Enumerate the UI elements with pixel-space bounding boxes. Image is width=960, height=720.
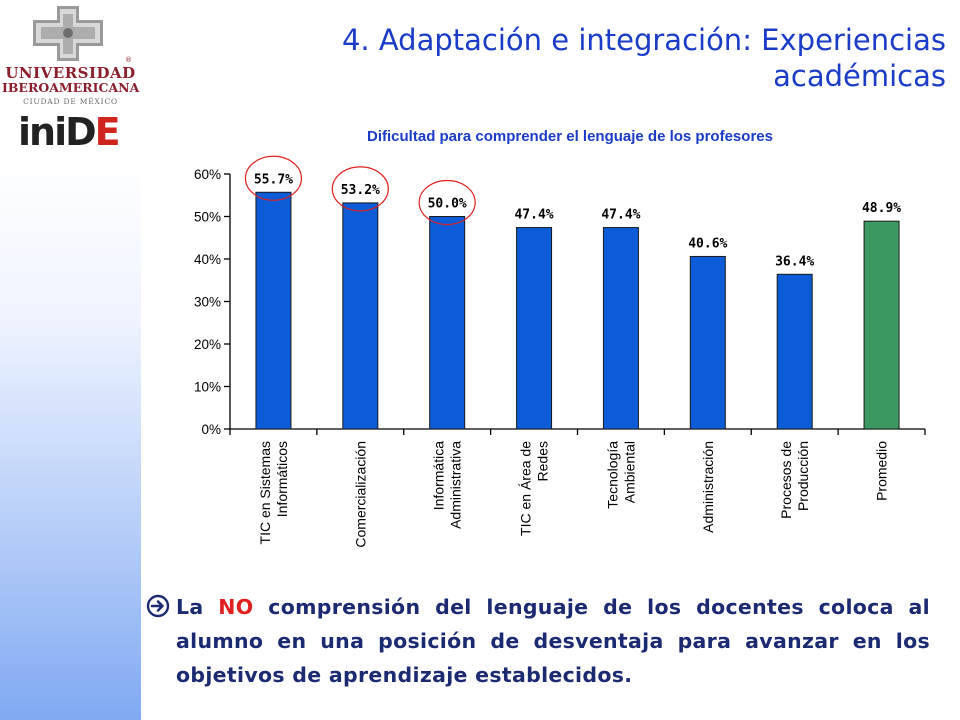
bar-chart: 0% 10% 20% 30% 40% 50% 60% 55.7% TIC en Sistemas… (194, 155, 926, 548)
data-label: 47.4% (514, 208, 553, 223)
y-tick-label: 0% (201, 422, 221, 437)
logo-part-ini: ini (18, 110, 67, 154)
x-tick-label-3: TIC en Área de Redes (518, 441, 551, 536)
y-tick-label: 30% (194, 295, 221, 310)
data-label: 53.2% (341, 183, 380, 198)
bullet-prefix: La (176, 595, 219, 619)
y-tick-label: 20% (194, 337, 221, 352)
bar-0 (255, 191, 292, 430)
y-tick-label: 60% (194, 167, 221, 182)
bar-6 (776, 273, 813, 430)
x-tick-label-line: Redes (535, 441, 551, 481)
bullet-body: comprensión del lenguaje de los docentes… (176, 595, 930, 687)
bar-4 (602, 227, 639, 430)
highlight-circle (331, 166, 389, 212)
x-tick-label-4: Tecnología Ambiental (604, 441, 637, 509)
x-tick-label-0: TIC en Sistemas Informáticos (257, 441, 290, 544)
x-tick-label-line: Producción (795, 441, 811, 511)
x-tick-label-line: Informática (431, 441, 447, 510)
university-name-line3: CIUDAD DE MÉXICO (23, 97, 118, 106)
highlight-circle (244, 155, 303, 201)
x-tick-label-line: Tecnología (604, 441, 620, 509)
data-label: 55.7% (254, 172, 293, 187)
data-label: 36.4% (775, 254, 814, 269)
registered-mark: ® (125, 56, 132, 64)
inide-logo: iniDE (18, 110, 121, 154)
x-tick-label-line: Promedio (874, 441, 890, 501)
bar-5 (689, 255, 726, 430)
x-tick-label-7: Promedio (874, 441, 890, 501)
university-name-line2: IBEROAMERICANA (2, 80, 140, 95)
x-tick-label-line: TIC en Sistemas (257, 441, 273, 544)
university-crest-icon (33, 6, 103, 61)
bar-7 (863, 220, 900, 430)
logo-part-d: D (65, 110, 97, 154)
bar-2 (429, 216, 466, 430)
slide-title: 4. Adaptación e integración: Experiencia… (341, 23, 946, 93)
x-tick-label-line: Administrativa (448, 441, 464, 529)
y-tick-label: 10% (194, 380, 221, 395)
x-tick-label-1: Comercialización (352, 441, 368, 548)
bullet-highlight: NO (218, 595, 254, 619)
chart-title: Dificultad para comprender el lenguaje d… (367, 128, 773, 145)
x-tick-label-6: Procesos de Producción (778, 441, 811, 519)
sidebar-branding: ® UNIVERSIDAD IBEROAMERICANA CIUDAD DE M… (0, 0, 141, 720)
data-label: 47.4% (601, 208, 640, 223)
y-tick-label: 40% (194, 252, 221, 267)
x-tick-label-5: Administración (700, 441, 716, 533)
y-tick-label: 50% (194, 210, 221, 225)
x-tick-label-line: Administración (700, 441, 716, 533)
x-tick-label-line: TIC en Área de (518, 441, 534, 536)
bar-3 (516, 227, 553, 430)
x-tick-label-line: Informáticos (274, 441, 290, 517)
data-label: 50.0% (428, 197, 467, 212)
bar-1 (342, 202, 379, 430)
data-label: 40.6% (688, 236, 727, 251)
bullet-text: La NO comprensión del lenguaje de los do… (176, 590, 930, 692)
x-tick-label-line: Comercialización (352, 441, 368, 548)
x-tick-label-line: Ambiental (621, 441, 637, 503)
data-label: 48.9% (862, 201, 901, 216)
bullet-point: La NO comprensión del lenguaje de los do… (146, 590, 930, 692)
x-tick-label-2: Informática Administrativa (431, 441, 464, 529)
arrow-circle-icon (146, 594, 170, 618)
x-tick-label-line: Procesos de (778, 441, 794, 519)
university-name-line1: UNIVERSIDAD (5, 64, 136, 82)
logo-part-e: E (94, 110, 121, 154)
highlight-circle (418, 179, 476, 226)
